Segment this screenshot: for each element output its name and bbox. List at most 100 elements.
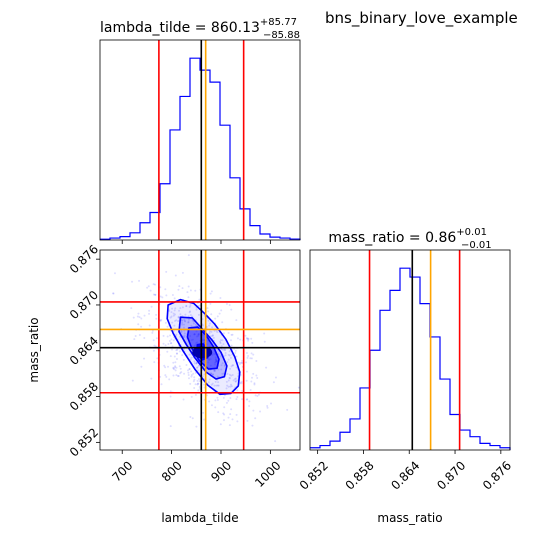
- scatter-point: [179, 335, 182, 338]
- scatter-point: [172, 339, 175, 342]
- scatter-point: [237, 361, 240, 364]
- scatter-point: [193, 386, 196, 389]
- scatter-point: [165, 375, 168, 378]
- scatter-point: [181, 323, 184, 326]
- scatter-point: [210, 383, 213, 386]
- histogram-bar: [490, 446, 500, 450]
- scatter-point: [176, 348, 179, 351]
- scatter-point: [194, 289, 197, 292]
- scatter-point: [223, 413, 226, 416]
- x-tick-label: 0.870: [434, 458, 468, 492]
- scatter-point: [181, 306, 184, 309]
- scatter-point: [181, 354, 184, 357]
- scatter-point: [168, 378, 171, 381]
- scatter-point: [251, 376, 254, 379]
- scatter-point: [214, 360, 217, 363]
- scatter-point: [148, 312, 151, 315]
- scatter-point: [196, 341, 199, 344]
- scatter-point: [250, 380, 253, 383]
- scatter-point: [214, 369, 217, 372]
- histogram-bar: [170, 130, 180, 240]
- scatter-point: [194, 343, 197, 346]
- scatter-point: [214, 361, 217, 364]
- scatter-point: [190, 370, 193, 373]
- scatter-point: [189, 304, 192, 307]
- scatter-point: [166, 350, 169, 353]
- scatter-point: [175, 349, 178, 352]
- scatter-point: [297, 386, 300, 389]
- histogram-bar: [330, 441, 340, 450]
- scatter-point: [202, 383, 205, 386]
- scatter-point: [177, 316, 180, 319]
- scatter-point: [263, 340, 266, 343]
- scatter-point: [172, 314, 175, 317]
- scatter-point: [183, 334, 186, 337]
- scatter-point: [252, 409, 255, 412]
- x-tick-label: 800: [159, 458, 185, 484]
- scatter-point: [146, 286, 149, 289]
- scatter-point: [201, 334, 204, 337]
- scatter-point: [131, 379, 134, 382]
- scatter-point: [190, 373, 193, 376]
- scatter-point: [177, 374, 180, 377]
- x-tick-label: 700: [109, 458, 135, 484]
- scatter-point: [217, 384, 220, 387]
- scatter-point: [246, 419, 249, 422]
- x-tick-label: 0.858: [343, 458, 377, 492]
- histogram-bar: [190, 58, 200, 240]
- scatter-point: [251, 341, 254, 344]
- scatter-point: [171, 307, 174, 310]
- scatter-point: [163, 364, 166, 367]
- scatter-point: [194, 371, 197, 374]
- scatter-point: [151, 329, 154, 332]
- scatter-point: [188, 353, 191, 356]
- scatter-point: [203, 418, 206, 421]
- scatter-point: [274, 376, 277, 379]
- scatter-point: [253, 383, 256, 386]
- scatter-point: [221, 362, 224, 365]
- scatter-point: [207, 310, 210, 313]
- scatter-point: [188, 311, 191, 314]
- scatter-point: [187, 377, 190, 380]
- scatter-point: [173, 368, 176, 371]
- scatter-point: [172, 366, 175, 369]
- scatter-point: [254, 394, 257, 397]
- x-tick-label: 0.852: [297, 458, 331, 492]
- scatter-point: [230, 308, 233, 311]
- mass-ratio-marginal-panel: 0.852 0.858 0.864 0.870 0.876 mass_ratio = 0…: [297, 227, 514, 525]
- scatter-point: [197, 313, 200, 316]
- scatter-point: [169, 355, 172, 358]
- scatter-point: [195, 362, 198, 365]
- scatter-point: [230, 385, 233, 388]
- scatter-point: [201, 375, 204, 378]
- scatter-point: [173, 309, 176, 312]
- scatter-point: [229, 397, 232, 400]
- mass-ratio-xlabel: mass_ratio: [377, 511, 442, 525]
- scatter-point: [154, 293, 157, 296]
- scatter-point: [187, 285, 190, 288]
- scatter-point: [225, 302, 228, 305]
- scatter-point: [207, 357, 210, 360]
- y-tick-label: 0.876: [67, 242, 101, 276]
- scatter-point: [179, 307, 182, 310]
- scatter-point: [224, 348, 227, 351]
- scatter-point: [173, 297, 176, 300]
- scatter-point: [257, 393, 260, 396]
- x-tick-label: 0.864: [388, 458, 422, 492]
- scatter-point: [193, 362, 196, 365]
- scatter-point: [190, 356, 193, 359]
- scatter-point: [263, 332, 266, 335]
- scatter-point: [232, 364, 235, 367]
- scatter-point: [178, 365, 181, 368]
- scatter-point: [148, 309, 151, 312]
- scatter-point: [168, 309, 171, 312]
- y-tick-label: 0.870: [67, 288, 101, 322]
- scatter-point: [244, 334, 247, 337]
- scatter-point: [202, 411, 205, 414]
- scatter-point: [171, 321, 174, 324]
- histogram-bar: [210, 82, 220, 240]
- scatter-point: [153, 361, 156, 364]
- scatter-point: [195, 330, 198, 333]
- lambda-tilde-marginal-lines: [158, 40, 245, 240]
- scatter-point: [191, 417, 194, 420]
